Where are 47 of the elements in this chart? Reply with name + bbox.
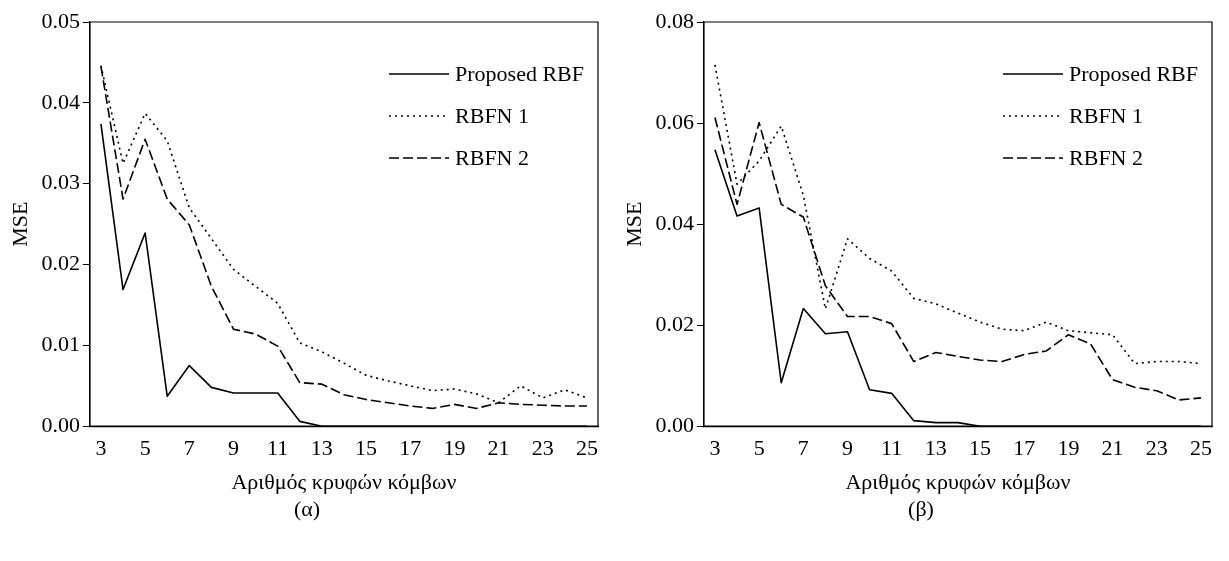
x-axis-title: Αριθμός κρυφών κόμβων (231, 468, 457, 494)
y-tick-label: 0.00 (655, 411, 694, 437)
x-tick-label: 11 (267, 435, 289, 461)
y-axis-title: MSE (6, 201, 32, 247)
x-tick-label: 15 (969, 435, 992, 461)
x-tick-label: 25 (1189, 435, 1212, 461)
y-tick-label: 0.01 (41, 331, 80, 357)
y-tick-label: 0.04 (41, 88, 80, 114)
x-tick-label: 17 (1013, 435, 1036, 461)
y-tick-label: 0.02 (655, 310, 694, 336)
x-tick-label: 7 (183, 435, 195, 461)
x-tick-label: 23 (531, 435, 554, 461)
x-tick-label: 25 (575, 435, 598, 461)
x-tick-label: 23 (1145, 435, 1168, 461)
legend-label: Proposed RBF (1069, 60, 1199, 86)
y-tick-label: 0.04 (655, 209, 694, 235)
x-tick-label: 3 (709, 435, 721, 461)
x-tick-label: 5 (753, 435, 765, 461)
x-tick-label: 9 (841, 435, 853, 461)
x-tick-label: 11 (881, 435, 903, 461)
x-tick-label: 21 (487, 435, 510, 461)
text: (β) (907, 496, 935, 522)
x-tick-label: 3 (95, 435, 107, 461)
x-tick-label: 19 (1057, 435, 1080, 461)
y-tick-label: 0.03 (41, 169, 80, 195)
x-tick-label: 21 (1101, 435, 1124, 461)
x-axis-title: Αριθμός κρυφών κόμβων (845, 468, 1071, 494)
x-tick-label: 9 (227, 435, 239, 461)
legend-label: RBFN 2 (455, 144, 530, 170)
legend-label: RBFN 2 (1069, 144, 1144, 170)
y-tick-label: 0.05 (41, 7, 80, 33)
x-tick-label: 5 (139, 435, 151, 461)
text: (α) (292, 496, 322, 522)
x-tick-label: 13 (310, 435, 333, 461)
x-tick-label: 19 (443, 435, 466, 461)
x-tick-label: 13 (924, 435, 947, 461)
x-tick-label: 7 (797, 435, 809, 461)
legend-label: RBFN 1 (1069, 102, 1144, 128)
y-axis-title: MSE (620, 201, 646, 247)
legend-label: Proposed RBF (455, 60, 585, 86)
y-tick-label: 0.08 (655, 7, 694, 33)
y-tick-label: 0.06 (655, 108, 694, 134)
x-tick-label: 15 (355, 435, 378, 461)
y-tick-label: 0.00 (41, 411, 80, 437)
y-tick-label: 0.02 (41, 250, 80, 276)
legend-label: RBFN 1 (455, 102, 530, 128)
x-tick-label: 17 (399, 435, 422, 461)
